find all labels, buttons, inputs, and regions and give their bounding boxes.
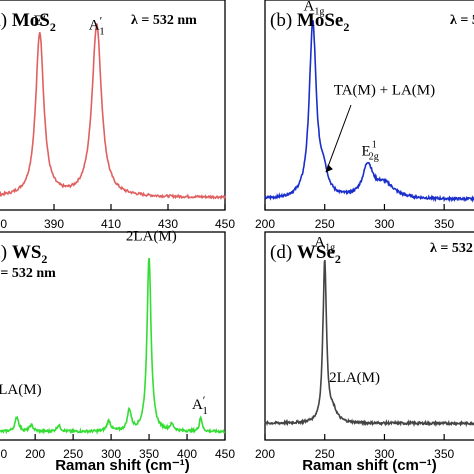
peak-annotation: 2LA(M) — [0, 382, 42, 398]
x-tick-label: 250 — [315, 217, 335, 231]
peak-annotation: TA(M) + LA(M) — [334, 83, 435, 99]
plot-frame — [0, 0, 226, 211]
panel-3: 150 200 250 300 350 400 450 (c) WS2λ = 532 nm 2L… — [0, 228, 235, 474]
spectrum-line — [264, 259, 474, 428]
x-tick-label: 350 — [434, 447, 454, 461]
wavelength-label: λ = 532 nm — [0, 266, 56, 281]
x-tick-label: 410 — [101, 217, 121, 231]
panel-title: (c) WS2 — [0, 242, 47, 266]
spectrum-line — [0, 23, 226, 201]
x-tick-label: 300 — [374, 217, 394, 231]
panel-4: 200 250 300 350 (d) WSe2 λ = 532 nm A1g 2LA(M) R… — [255, 231, 474, 474]
x-tick-label: 350 — [139, 447, 159, 461]
wavelength-label: λ = 532 nm — [450, 13, 474, 28]
peak-annotation: A′ 1 — [89, 13, 105, 37]
peak-annotation: 2LA(M) — [329, 370, 380, 386]
x-axis-label: Raman shift (cm⁻¹) — [55, 457, 190, 474]
x-tick-label: 250 — [63, 447, 83, 461]
peak-annotation: E1 2g — [362, 139, 379, 162]
x-tick-label: 200 — [25, 447, 45, 461]
peak-annotation: A′ 1 — [192, 393, 208, 417]
panel-title: (d) WSe2 — [270, 242, 341, 266]
x-tick-label: 300 — [374, 447, 394, 461]
plot-frame — [264, 0, 474, 211]
plot-frame — [0, 231, 226, 441]
peak-annotation: A1g — [304, 0, 325, 18]
x-tick-label: 150 — [0, 447, 8, 461]
x-tick-label: 370 — [0, 217, 7, 231]
x-axis-label: Raman shift (cm⁻¹) — [302, 457, 437, 474]
peak-annotation: A1g — [314, 235, 335, 254]
arrow-head — [325, 164, 333, 173]
x-tick-label: 390 — [44, 217, 64, 231]
plot-frame — [264, 231, 474, 441]
panel-2: 200 250 300 350 (b) MoSe2 λ = 532 nm A1g TA(M) … — [255, 0, 474, 231]
peak-annotation: 2LA(M) — [126, 228, 177, 244]
x-tick-label: 250 — [315, 447, 335, 461]
wavelength-label: λ = 532 nm — [131, 13, 197, 28]
panel-1: 370 390 410 430 450 (a) MoS2 λ = 532 nm E′ A′1 — [0, 0, 235, 231]
peak-annotation: E′ — [34, 13, 46, 29]
panel-title: (b) MoSe2 — [270, 10, 349, 34]
x-tick-label: 430 — [158, 217, 178, 231]
x-tick-label: 350 — [434, 217, 454, 231]
x-tick-label: 300 — [101, 447, 121, 461]
annotation-arrow — [325, 104, 352, 173]
spectrum-line — [264, 20, 474, 203]
x-tick-label: 200 — [255, 217, 275, 231]
x-tick-label: 200 — [255, 447, 275, 461]
spectrum-line — [0, 257, 226, 435]
x-tick-label: 450 — [215, 447, 235, 461]
x-tick-label: 450 — [215, 217, 235, 231]
panel-title: (a) MoS2 — [0, 10, 56, 34]
wavelength-label: λ = 532 nm — [430, 241, 474, 256]
x-tick-label: 400 — [177, 447, 197, 461]
